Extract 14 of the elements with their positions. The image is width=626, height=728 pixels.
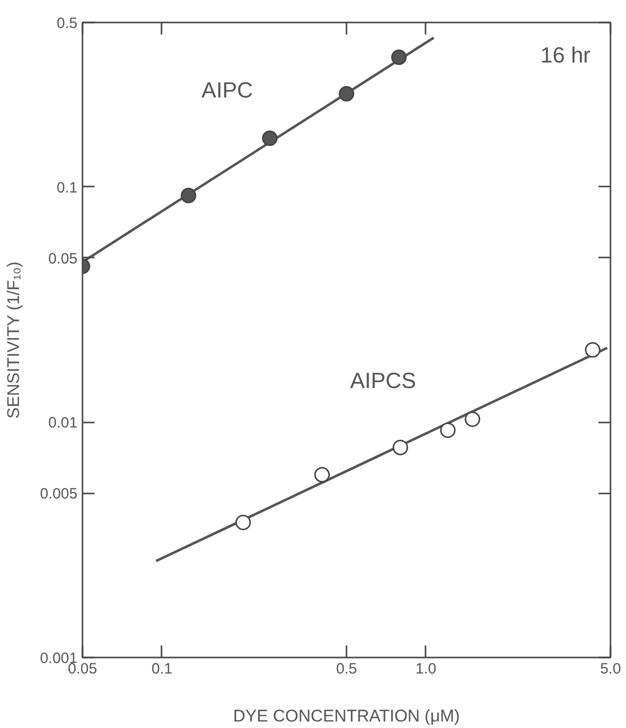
series-label: AIPC xyxy=(202,78,254,103)
y-tick-label: 0.1 xyxy=(56,179,78,196)
annotation: 16 hr xyxy=(540,42,591,68)
series-label: AIPCS xyxy=(350,368,416,394)
x-tick-label: 5.0 xyxy=(600,660,621,678)
y-tick-label: 0.5 xyxy=(56,15,78,32)
x-tick-label: 0.1 xyxy=(152,660,172,678)
y-tick-label: 0.005 xyxy=(40,486,78,503)
x-tick-label: 1.0 xyxy=(416,660,436,678)
y-tick-label: 0.01 xyxy=(48,414,78,432)
y-tick-label: 0.05 xyxy=(48,250,78,268)
x-axis-title: DYE CONCENTRATION (μM) xyxy=(233,706,460,726)
x-tick-label: 0.5 xyxy=(336,660,357,678)
y-axis-title: SENSITIVITY (1/F₁₀) xyxy=(4,262,23,419)
